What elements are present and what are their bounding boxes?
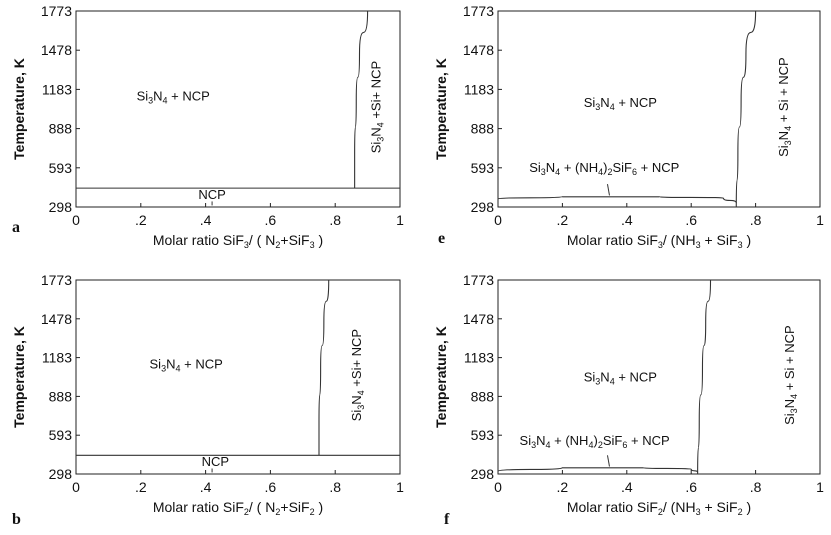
x-tick-label: .8 [329,479,341,495]
region-label: Si3N4 + Si + NCP [782,325,799,425]
y-tick-label: 1773 [41,3,72,19]
x-tick-label: .8 [750,479,762,495]
y-axis-label: Temperature, K [433,58,449,160]
x-tick-label: 0 [494,212,502,228]
panel-label: f [444,511,450,528]
leader-line [606,455,610,467]
panel-label: e [438,230,445,247]
chart-panel-a: 298 593 888 1183 1478 1773 0 .2 .4 .6 .8 1 Temperatu… [11,3,404,250]
region-label: NCP [198,187,225,202]
region-label: Si3N4 + NCP [137,88,210,105]
x-tick-label: .4 [621,479,633,495]
x-tick-label: 0 [72,479,80,495]
panel-label: b [12,511,21,528]
x-tick-label: .4 [200,212,212,228]
y-tick-label: 888 [49,388,73,404]
y-tick-label: 1183 [464,81,494,97]
x-tick-label: .6 [685,212,697,228]
phase-boundary-curve [497,467,699,473]
leader-line [606,184,610,196]
x-tick-label: 1 [816,212,824,228]
y-tick-label: 1773 [41,272,72,288]
x-axis-label: Molar ratio SiF3/ ( N2+SiF3 ) [153,232,323,250]
y-axis-label: Temperature, K [11,58,27,160]
y-tick-label: 1478 [463,311,494,327]
y-tick-label: 1183 [464,350,494,366]
y-tick-label: 593 [49,160,73,176]
y-tick-label: 1478 [41,311,72,327]
region-label: Si3N4 + NCP [584,95,657,112]
x-tick-label: .6 [685,479,697,495]
x-tick-label: 0 [72,212,80,228]
x-axis-label: Molar ratio SiF2/ (NH3 + SiF2 ) [567,499,751,517]
y-tick-label: 1773 [463,272,494,288]
x-tick-label: .2 [557,212,569,228]
phase-boundary-curve [318,279,330,456]
x-axis-label: Molar ratio SiF3/ (NH3 + SiF3 ) [567,232,751,250]
y-tick-label: 1478 [41,42,72,58]
region-label: Si3N4 +Si+ NCP [349,329,366,421]
x-tick-label: .2 [135,212,147,228]
y-tick-label: 1183 [42,350,72,366]
x-tick-label: 1 [396,212,404,228]
region-label: Si3N4 + NCP [584,370,657,387]
x-tick-label: .8 [329,212,341,228]
x-tick-label: 1 [816,479,824,495]
x-tick-label: 1 [396,479,404,495]
chart-panel-f: 298 593 888 1183 1478 1773 0 .2 .4 .6 .8 1 Temperatu… [433,272,824,528]
y-tick-label: 1773 [463,3,494,19]
region-label: NCP [202,454,229,469]
y-tick-label: 888 [471,388,495,404]
phase-boundary-curve [354,10,369,189]
y-tick-label: 1183 [42,81,72,97]
region-label: Si3N4 + (NH4)2SiF6 + NCP [520,433,670,450]
y-axis-label: Temperature, K [433,326,449,428]
x-tick-label: .6 [265,212,277,228]
y-tick-label: 888 [471,121,495,137]
y-tick-label: 298 [49,466,73,482]
x-axis-label: Molar ratio SiF2/ ( N2+SiF2 ) [153,499,323,517]
x-tick-label: .6 [265,479,277,495]
x-tick-label: .2 [557,479,569,495]
y-axis-label: Temperature, K [11,326,27,428]
y-tick-label: 593 [471,427,495,443]
phase-boundary-curve [497,196,737,203]
chart-panel-b: 298 593 888 1183 1478 1773 0 .2 .4 .6 .8 1 Temperatu… [11,272,404,528]
x-tick-label: 0 [494,479,502,495]
plot-frame [75,10,401,208]
region-label: Si3N4 + (NH4)2SiF6 + NCP [529,160,679,177]
x-tick-label: .8 [750,212,762,228]
y-tick-label: 298 [471,466,495,482]
region-label: Si3N4 + NCP [150,357,223,374]
plot-frame [497,279,821,475]
region-label: Si3N4 + Si + NCP [776,57,793,157]
x-tick-label: .4 [621,212,633,228]
plot-frame [497,10,821,208]
phase-boundary-curve [735,10,757,207]
x-tick-label: .2 [135,479,147,495]
phase-boundary-curve [697,279,712,475]
panel-label: a [12,219,20,236]
region-label: Si3N4 +Si+ NCP [369,61,386,153]
y-tick-label: 593 [471,160,495,176]
y-tick-label: 593 [49,427,73,443]
y-tick-label: 298 [471,199,495,215]
y-tick-label: 888 [49,121,73,137]
chart-panel-e: 298 593 888 1183 1478 1773 0 .2 .4 .6 .8 1 Temperatu… [433,3,824,250]
x-tick-label: .4 [200,479,212,495]
y-tick-label: 1478 [463,42,494,58]
plot-frame [75,279,401,475]
y-tick-label: 298 [49,199,73,215]
